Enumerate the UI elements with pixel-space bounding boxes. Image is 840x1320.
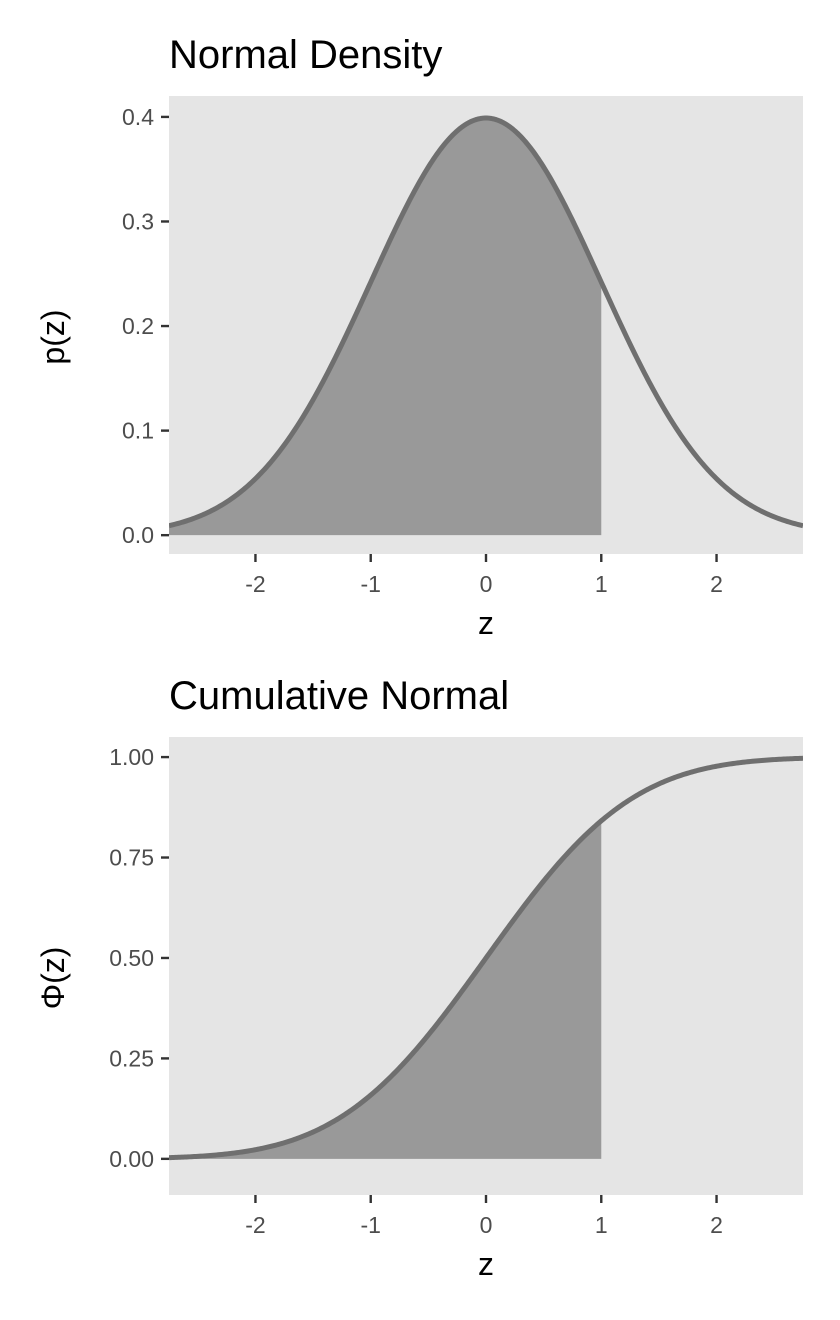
chart-title: Normal Density: [169, 33, 442, 77]
x-tick-label: 0: [480, 571, 493, 597]
y-tick-label: 0.25: [109, 1045, 154, 1071]
y-tick-label: 1.00: [109, 744, 154, 770]
x-tick-label: -1: [361, 1212, 381, 1238]
y-tick-label: 0.75: [109, 845, 154, 871]
cumulative-chart: Cumulative Normal -2 -1 0 1 2 0.00 0.25 0.50 0.75…: [35, 674, 803, 1282]
x-tick-label: 1: [595, 571, 608, 597]
shaded-area: [169, 820, 602, 1159]
x-axis-title: z: [478, 1246, 494, 1282]
x-axis-title: z: [478, 605, 494, 641]
chart-title: Cumulative Normal: [169, 674, 509, 718]
x-tick-label: -2: [245, 1212, 265, 1238]
y-tick-label: 0.2: [122, 313, 154, 339]
x-tick-label: -1: [361, 571, 381, 597]
x-tick-label: 2: [710, 1212, 723, 1238]
series-line: [169, 755, 803, 1161]
y-tick-label: 0.50: [109, 945, 154, 971]
x-tick-label: 2: [710, 571, 723, 597]
shaded-area: [169, 118, 602, 536]
y-tick-label: 0.3: [122, 208, 154, 234]
y-tick-label: 0.00: [109, 1146, 154, 1172]
y-tick-label: 0.4: [122, 104, 154, 130]
x-tick-label: -2: [245, 571, 265, 597]
y-tick-label: 0.1: [122, 418, 154, 444]
density-chart: Normal Density -2 -1 0 1 2 0.0 0.1 0.2 0.3 0.4 z p(z…: [35, 33, 803, 641]
series-line: [169, 115, 803, 529]
y-tick-label: 0.0: [122, 522, 154, 548]
y-axis-title: p(z): [35, 309, 71, 364]
x-tick-label: 0: [480, 1212, 493, 1238]
x-tick-label: 1: [595, 1212, 608, 1238]
y-axis-title: Φ(z): [35, 947, 71, 1010]
